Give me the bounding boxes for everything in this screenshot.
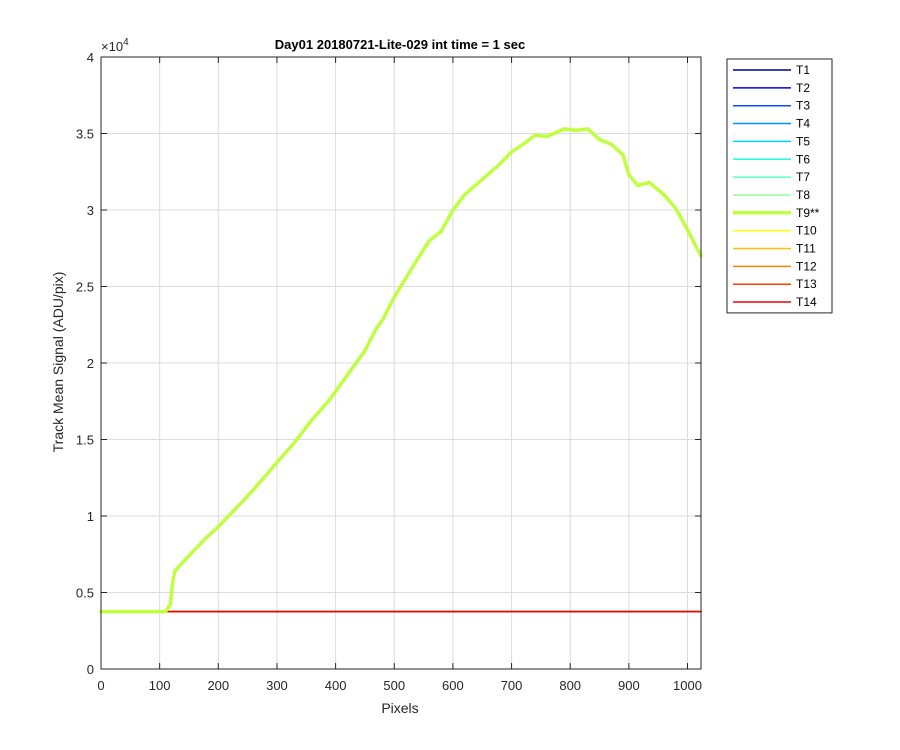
legend-label: T4 bbox=[796, 117, 810, 131]
y-exponent-label: ×104 bbox=[101, 37, 129, 54]
x-axis-label: Pixels bbox=[381, 700, 418, 716]
x-tick-label: 1000 bbox=[673, 678, 702, 693]
x-tick-label: 300 bbox=[266, 678, 288, 693]
legend-label: T3 bbox=[796, 99, 810, 113]
legend-label: T14 bbox=[796, 295, 817, 309]
x-tick-label: 200 bbox=[207, 678, 229, 693]
legend-label: T11 bbox=[796, 242, 816, 256]
legend-label: T8 bbox=[796, 188, 810, 202]
plot-area: 0 100 200 300 400 500 600 700 800 900 1000 0 0.5 1 1.5… bbox=[76, 50, 703, 693]
y-tick-label: 0.5 bbox=[76, 586, 94, 601]
y-tick-label: 0 bbox=[87, 662, 94, 677]
x-tick-label: 500 bbox=[383, 678, 405, 693]
y-tick-label: 1.5 bbox=[76, 433, 94, 448]
y-tick-label: 3.5 bbox=[76, 127, 94, 142]
x-tick-label: 400 bbox=[325, 678, 347, 693]
legend-label: T1 bbox=[796, 63, 810, 77]
legend-label: T2 bbox=[796, 81, 810, 95]
y-tick-label: 4 bbox=[87, 50, 94, 65]
legend-label: T9** bbox=[796, 206, 820, 220]
legend: T1 T2 T3 T4 T5 T6 T7 T8 T9** T10 T11 T12 T13 T14 bbox=[726, 58, 833, 314]
x-tick-label: 700 bbox=[501, 678, 523, 693]
y-tick-label: 1 bbox=[87, 509, 94, 524]
y-axis-label: Track Mean Signal (ADU/pix) bbox=[50, 272, 66, 453]
y-tick-label: 3 bbox=[87, 203, 94, 218]
y-tick-label: 2 bbox=[87, 356, 94, 371]
x-tick-label: 100 bbox=[149, 678, 171, 693]
chart-title: Day01 20180721-Lite-029 int time = 1 sec bbox=[275, 37, 525, 52]
legend-label: T13 bbox=[796, 277, 817, 291]
y-exponent-power: 4 bbox=[123, 37, 129, 48]
x-tick-label: 600 bbox=[442, 678, 464, 693]
x-tick-label: 800 bbox=[559, 678, 581, 693]
legend-label: T10 bbox=[796, 224, 817, 238]
legend-label: T7 bbox=[796, 170, 810, 184]
x-tick-label: 900 bbox=[618, 678, 640, 693]
series-line-t9 bbox=[99, 127, 703, 614]
y-exponent-base: ×10 bbox=[101, 39, 123, 54]
y-tick-label: 2.5 bbox=[76, 280, 94, 295]
x-tick-label: 0 bbox=[97, 678, 104, 693]
legend-label: T6 bbox=[796, 152, 810, 166]
legend-label: T5 bbox=[796, 134, 810, 148]
legend-box bbox=[726, 58, 833, 314]
legend-label: T12 bbox=[796, 259, 817, 273]
